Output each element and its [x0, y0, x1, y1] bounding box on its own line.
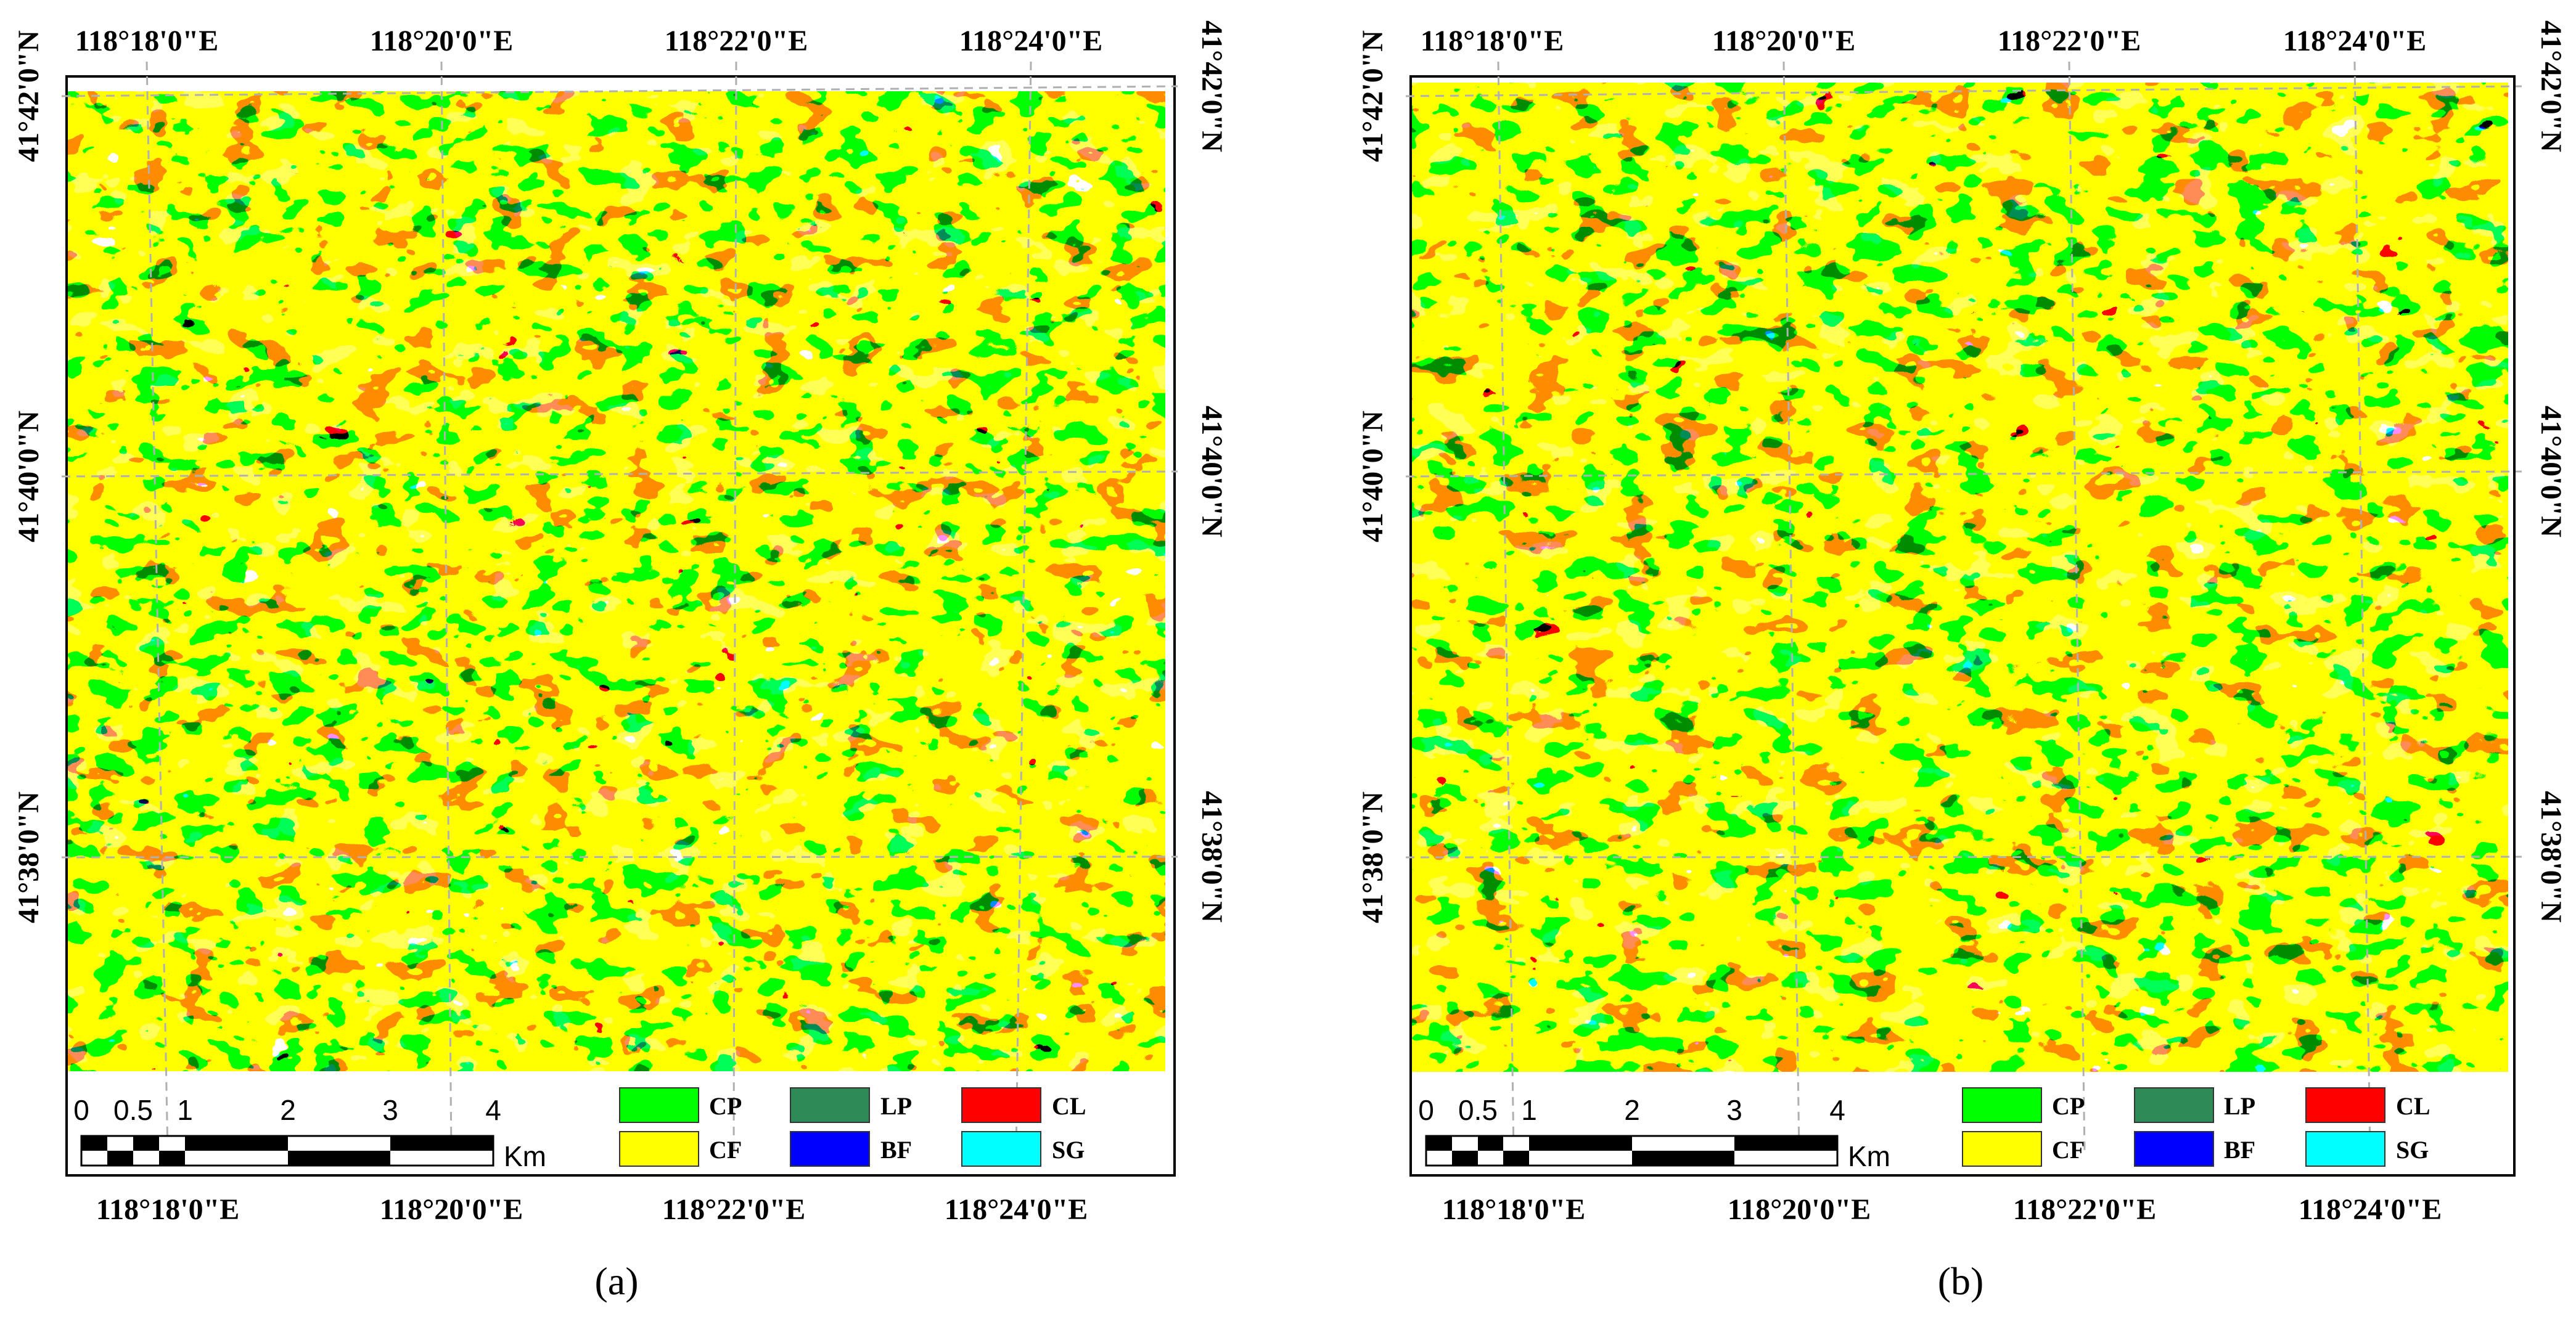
- scale-tick-label: 0: [73, 1094, 89, 1126]
- scale-unit: Km: [504, 1140, 546, 1172]
- scale-unit: Km: [1848, 1140, 1890, 1172]
- lon-label-bottom: 118°20'0"E: [380, 1193, 523, 1226]
- scale-bar-b: 0 0.5 1 2 3 4 Km: [1418, 1094, 1890, 1172]
- lat-label-left: 41°42'0"N: [12, 30, 45, 162]
- lon-label-top: 118°20'0"E: [1712, 25, 1856, 57]
- scale-bar-a: 0 0.5 1 2 3 4 Km: [73, 1094, 546, 1172]
- graticule-b: [1405, 61, 2522, 1153]
- lat-label-right: 41°38'0"N: [2535, 791, 2567, 923]
- lon-label-bottom: 118°20'0"E: [1728, 1193, 1871, 1226]
- legend-swatch-cl: [961, 1087, 1041, 1123]
- legend-label-lp: LP: [880, 1092, 912, 1120]
- legend-label-cf: CF: [709, 1136, 742, 1164]
- lat-label-right: 41°40'0"N: [1196, 406, 1228, 537]
- legend-label-bf: BF: [2224, 1136, 2255, 1164]
- lon-label-bottom: 118°22'0"E: [662, 1193, 806, 1226]
- legend-swatch-cp: [1962, 1087, 2042, 1123]
- panel-b: 118°18'0"E 118°20'0"E 118°22'0"E 118°24'…: [1356, 20, 2567, 1303]
- lon-label-top: 118°24'0"E: [959, 25, 1103, 57]
- legend-label-cf: CF: [2052, 1136, 2085, 1164]
- legend-a: CP CF LP BF CL SG: [619, 1087, 1086, 1167]
- lon-label-top: 118°20'0"E: [370, 25, 514, 57]
- legend-swatch-cf: [1962, 1131, 2042, 1167]
- lat-label-right: 41°42'0"N: [2535, 20, 2567, 152]
- lon-label-bottom: 118°18'0"E: [1442, 1193, 1586, 1226]
- lon-label-top: 118°24'0"E: [2283, 25, 2427, 57]
- legend-swatch-sg: [961, 1131, 1041, 1167]
- lat-label-left: 41°40'0"N: [12, 410, 45, 542]
- scale-tick-label: 1: [177, 1094, 193, 1126]
- legend-swatch-lp: [2134, 1087, 2214, 1123]
- scale-tick-label: 1: [1521, 1094, 1537, 1126]
- legend-label-cl: CL: [1052, 1092, 1086, 1120]
- legend-label-sg: SG: [2396, 1136, 2429, 1164]
- legend-swatch-bf: [2134, 1131, 2214, 1167]
- legend-label-lp: LP: [2224, 1092, 2255, 1120]
- scale-tick-label: 3: [382, 1094, 398, 1126]
- lon-label-top: 118°22'0"E: [665, 25, 808, 57]
- lat-label-left: 41°38'0"N: [1356, 791, 1389, 923]
- legend-swatch-cp: [619, 1087, 699, 1123]
- legend-swatch-lp: [790, 1087, 870, 1123]
- lon-label-top: 118°18'0"E: [1421, 25, 1564, 57]
- lat-label-right: 41°40'0"N: [2535, 406, 2567, 537]
- lon-label-bottom: 118°18'0"E: [96, 1193, 240, 1226]
- lon-label-bottom: 118°22'0"E: [2013, 1193, 2157, 1226]
- scale-tick-label: 0: [1418, 1094, 1434, 1126]
- scale-tick-label: 0.5: [113, 1094, 153, 1126]
- lat-label-left: 41°38'0"N: [12, 791, 45, 923]
- legend-label-cp: CP: [2052, 1092, 2085, 1120]
- lat-label-right: 41°42'0"N: [1196, 20, 1228, 152]
- graticule-a: [61, 61, 1178, 1153]
- legend-label-cl: CL: [2396, 1092, 2430, 1120]
- legend-label-bf: BF: [880, 1136, 912, 1164]
- panel-caption-b: (b): [1938, 1259, 1984, 1303]
- scale-tick-label: 0.5: [1458, 1094, 1498, 1126]
- lat-label-right: 41°38'0"N: [1196, 791, 1228, 923]
- scale-tick-label: 4: [1829, 1094, 1845, 1126]
- legend-label-sg: SG: [1052, 1136, 1085, 1164]
- panel-caption-a: (a): [594, 1259, 638, 1303]
- scale-tick-label: 3: [1726, 1094, 1742, 1126]
- lon-label-top: 118°22'0"E: [1998, 25, 2141, 57]
- lon-label-bottom: 118°24'0"E: [945, 1193, 1088, 1226]
- scale-tick-label: 2: [1624, 1094, 1640, 1126]
- legend-swatch-cf: [619, 1131, 699, 1167]
- legend-b: CP CF LP BF CL SG: [1962, 1087, 2430, 1167]
- legend-swatch-cl: [2305, 1087, 2385, 1123]
- land-cover-map-a: [68, 91, 1165, 1071]
- lon-label-top: 118°18'0"E: [75, 25, 219, 57]
- legend-swatch-sg: [2305, 1131, 2385, 1167]
- scale-tick-label: 4: [485, 1094, 501, 1126]
- lat-label-left: 41°42'0"N: [1356, 30, 1389, 162]
- legend-label-cp: CP: [709, 1092, 742, 1120]
- legend-swatch-bf: [790, 1131, 870, 1167]
- lat-label-left: 41°40'0"N: [1356, 410, 1389, 542]
- scale-tick-label: 2: [280, 1094, 296, 1126]
- panel-a: 118°18'0"E 118°20'0"E 118°22'0"E 118°24'…: [12, 20, 1228, 1303]
- lon-label-bottom: 118°24'0"E: [2299, 1193, 2442, 1226]
- land-cover-map-b: [1412, 83, 2508, 1072]
